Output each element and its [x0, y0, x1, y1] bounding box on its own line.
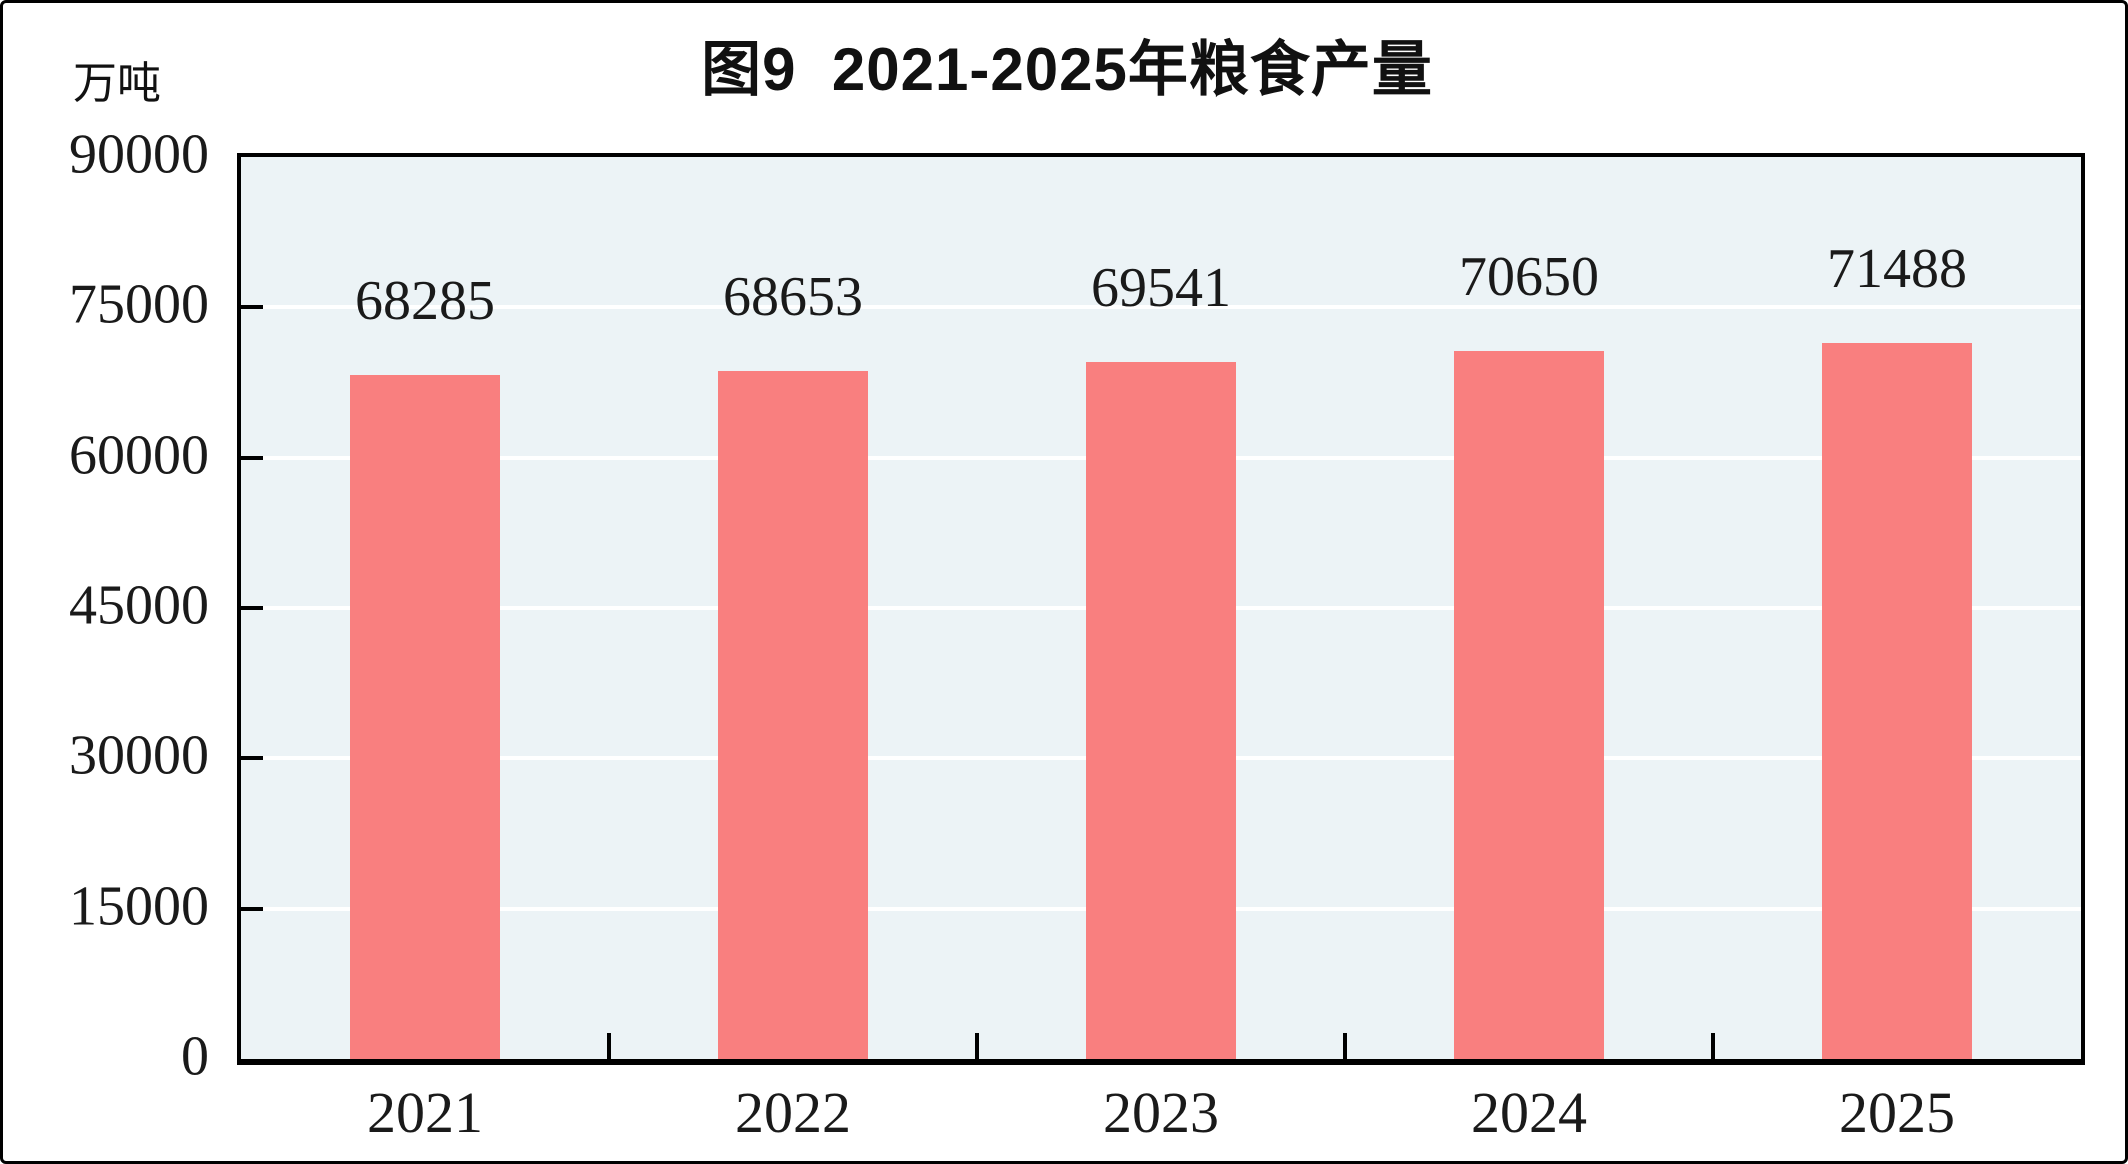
plot-area: 68285 68653 69541 70650 71488: [237, 153, 2085, 1065]
y-axis-tick-label: 15000: [69, 875, 209, 938]
x-axis-tick-label: 2024: [1471, 1080, 1587, 1145]
bar-2022: [718, 370, 868, 1059]
bar-2021: [350, 374, 500, 1059]
bar-2023: [1086, 362, 1236, 1059]
bar-value-label: 68285: [355, 269, 495, 332]
x-axis-tick: [607, 1033, 611, 1059]
x-axis-tick-label: 2025: [1839, 1080, 1955, 1145]
y-axis-unit-label: 万吨: [73, 59, 161, 108]
chart-title: 图9 2021-2025年粮食产量: [701, 36, 1433, 103]
x-axis-tick: [975, 1033, 979, 1059]
y-axis-tick: [241, 606, 263, 610]
y-axis-tick: [241, 455, 263, 460]
gridline: [241, 305, 2081, 310]
y-axis-tick-label: 60000: [69, 424, 209, 487]
x-axis-tick-label: 2022: [735, 1080, 851, 1145]
y-axis-tick: [241, 906, 263, 911]
y-axis-tick: [241, 756, 263, 761]
y-axis-tick-label: 45000: [69, 574, 209, 637]
y-axis-tick-label: 0: [181, 1025, 209, 1088]
y-axis-tick-label: 30000: [69, 724, 209, 787]
bar-value-label: 71488: [1827, 237, 1967, 300]
y-axis-tick-label: 75000: [69, 273, 209, 336]
x-axis-tick-label: 2023: [1103, 1080, 1219, 1145]
bar-value-label: 68653: [723, 265, 863, 328]
bar-2024: [1454, 350, 1604, 1059]
x-axis-tick: [1711, 1033, 1715, 1059]
x-axis-tick: [1343, 1033, 1347, 1059]
y-axis-tick-label: 90000: [69, 123, 209, 186]
bar-value-label: 70650: [1459, 245, 1599, 308]
bar-2025: [1822, 342, 1972, 1059]
x-axis-tick-label: 2021: [367, 1080, 483, 1145]
bar-value-label: 69541: [1091, 257, 1231, 320]
y-axis-tick: [241, 305, 263, 310]
